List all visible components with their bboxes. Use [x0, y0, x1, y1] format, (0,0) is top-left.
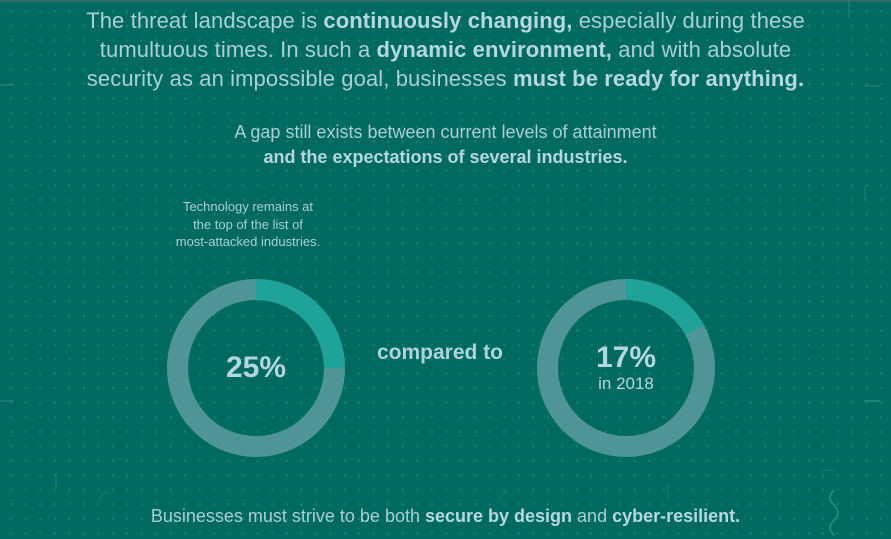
subheading: A gap still exists between current level… — [0, 120, 891, 170]
technology-note: Technology remains at the top of the lis… — [175, 199, 321, 249]
donut-chart-current: 25% — [166, 278, 346, 458]
subheading-line-1: A gap still exists between current level… — [234, 122, 657, 142]
intro-line-1: The threat landscape is continuously cha… — [86, 8, 805, 33]
donut-ring — [537, 279, 715, 457]
subheading-line-2: and the expectations of several industri… — [263, 147, 628, 167]
intro-line-3: security as an impossible goal, business… — [86, 66, 805, 91]
donut-chart-2018: 17% in 2018 — [536, 278, 716, 458]
top-border — [0, 0, 891, 2]
intro-line-2: tumultuous times. In such a dynamic envi… — [99, 37, 792, 62]
donut-highlight-segment — [537, 279, 715, 457]
compared-to-label: compared to — [376, 341, 504, 364]
donut-value: 17% — [595, 341, 657, 374]
donut-caption: in 2018 — [598, 374, 654, 393]
intro-paragraph: The threat landscape is continuously cha… — [0, 6, 891, 93]
donut-ring — [167, 279, 345, 457]
donut-value: 25% — [225, 351, 287, 384]
donut-highlight-segment — [167, 279, 345, 457]
footer-statement: Businesses must strive to be both secure… — [150, 506, 741, 526]
